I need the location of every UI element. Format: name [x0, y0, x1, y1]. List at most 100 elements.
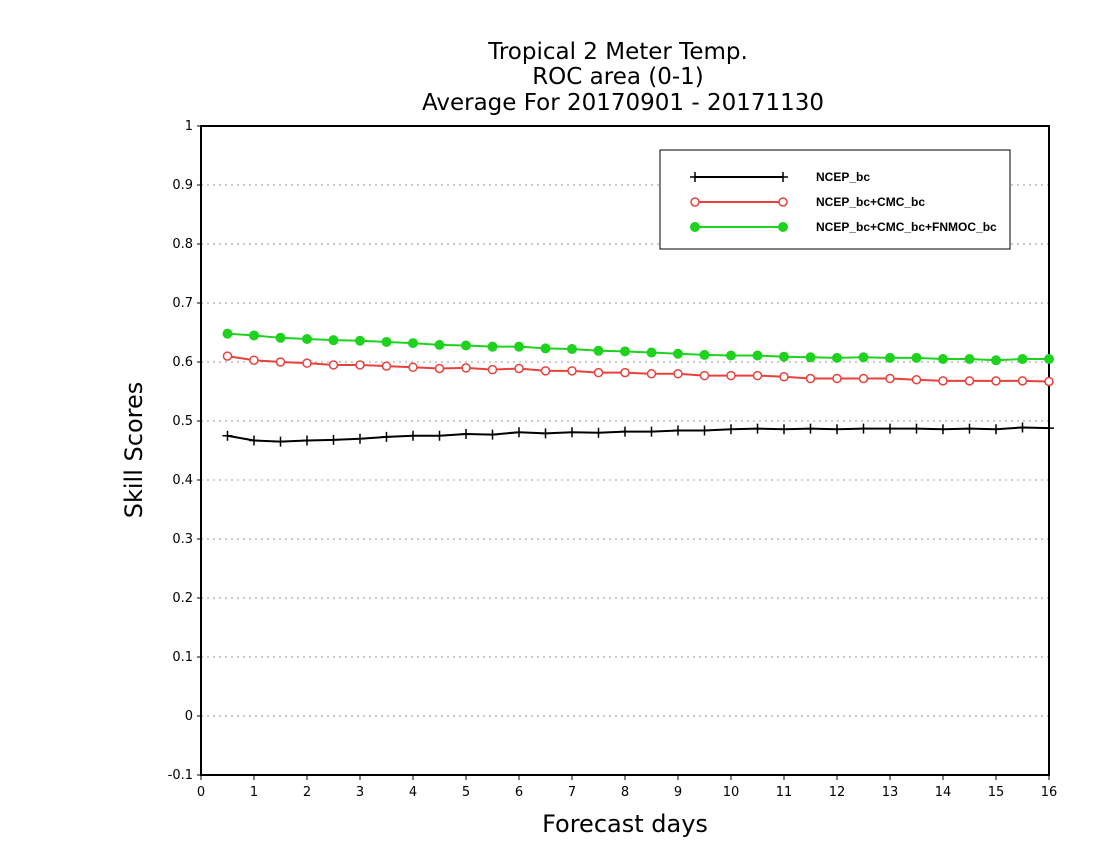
data-point: [646, 369, 657, 379]
data-point: [328, 335, 339, 346]
legend-marker: [778, 172, 788, 182]
data-point: [302, 333, 312, 344]
y-axis-ticks: 1 0.9 0.8 0.7 0.6 0.5 0.4 0.3 0.2 0.1 0 -0.1: [168, 119, 201, 783]
legend-label: NCEP_bc+CMC_bc+FNMOC_bc: [816, 220, 997, 234]
data-point: [567, 366, 577, 376]
data-point: [408, 362, 418, 373]
data-point: [885, 373, 895, 384]
series-2: [222, 351, 1054, 387]
data-point: [991, 376, 1001, 386]
data-point: [646, 426, 657, 437]
legend-marker: [778, 222, 788, 232]
chart-title-line-3: Average For 20170901 - 20171130: [422, 90, 824, 116]
data-point: [408, 338, 418, 349]
data-point: [1044, 376, 1054, 387]
data-point: [514, 427, 524, 438]
data-point: [779, 424, 789, 435]
data-point: [938, 424, 948, 435]
data-point: [991, 424, 1001, 435]
x-tick-label: 14: [935, 785, 952, 800]
data-point: [620, 426, 630, 437]
data-point: [461, 363, 471, 373]
data-point: [487, 364, 498, 375]
data-point: [381, 361, 392, 371]
y-tick-label: 0: [185, 709, 193, 724]
data-point: [752, 370, 763, 381]
data-point: [646, 347, 657, 358]
data-point: [249, 330, 259, 341]
data-point: [699, 349, 710, 360]
legend-marker: [778, 197, 788, 207]
data-point: [858, 352, 869, 363]
data-point: [752, 423, 763, 434]
data-point: [540, 366, 551, 376]
x-tick-label: 0: [197, 785, 205, 800]
data-point: [620, 346, 630, 357]
data-point: [964, 423, 975, 434]
y-tick-label: 0.8: [172, 237, 193, 252]
x-tick-label: 6: [515, 785, 523, 800]
chart-title: Tropical 2 Meter Temp. ROC area (0-1) Av…: [422, 39, 824, 116]
data-point: [673, 348, 683, 359]
data-point: [461, 340, 471, 351]
data-point: [805, 373, 816, 384]
data-point: [1017, 376, 1028, 386]
data-point: [911, 423, 922, 434]
legend-item-1: NCEP_bc: [690, 170, 870, 184]
y-tick-label: 0.5: [172, 414, 193, 429]
x-tick-label: 4: [409, 785, 417, 800]
legend-marker: [690, 172, 700, 182]
data-point: [355, 335, 365, 346]
x-tick-label: 9: [674, 785, 682, 800]
data-point: [593, 345, 604, 356]
chart-title-line-1: Tropical 2 Meter Temp.: [487, 39, 748, 65]
x-tick-label: 11: [776, 785, 793, 800]
data-point: [593, 427, 604, 438]
data-point: [540, 428, 551, 439]
data-point: [964, 376, 975, 386]
data-point: [593, 367, 604, 378]
data-point: [911, 352, 922, 363]
y-tick-label: 1: [185, 119, 193, 134]
data-point: [726, 370, 736, 381]
legend-label: NCEP_bc+CMC_bc: [816, 195, 925, 209]
data-point: [567, 427, 577, 438]
series-line: [227, 426, 1050, 443]
legend-item-2: NCEP_bc+CMC_bc: [690, 195, 925, 209]
chart-title-line-2: ROC area (0-1): [532, 64, 704, 90]
x-tick-label: 8: [621, 785, 629, 800]
data-point: [222, 351, 233, 361]
data-point: [673, 369, 683, 379]
series-line: [227, 332, 1049, 362]
legend-marker: [690, 222, 700, 232]
y-axis-label: Skill Scores: [120, 382, 148, 519]
data-point: [938, 354, 948, 365]
data-point: [964, 354, 975, 365]
data-point: [832, 352, 842, 363]
data-point: [328, 434, 339, 445]
series-line: [227, 355, 1050, 383]
data-point: [514, 341, 524, 352]
data-point: [752, 350, 763, 361]
series-layer: [222, 328, 1054, 447]
data-point: [487, 429, 498, 440]
x-tick-label: 10: [723, 785, 740, 800]
data-point: [858, 423, 869, 434]
data-point: [1017, 354, 1028, 365]
data-point: [434, 430, 445, 441]
data-point: [567, 344, 577, 355]
x-tick-label: 12: [829, 785, 846, 800]
legend-marker: [690, 197, 700, 207]
data-point: [938, 376, 948, 386]
data-point: [699, 370, 710, 381]
y-tick-label: 0.9: [172, 178, 193, 193]
data-point: [885, 423, 895, 434]
data-point: [991, 355, 1001, 366]
y-tick-label: -0.1: [168, 768, 193, 783]
data-point: [381, 431, 392, 442]
data-point: [726, 350, 736, 361]
data-point: [1044, 423, 1054, 434]
data-point: [487, 341, 498, 352]
data-point: [779, 372, 789, 382]
